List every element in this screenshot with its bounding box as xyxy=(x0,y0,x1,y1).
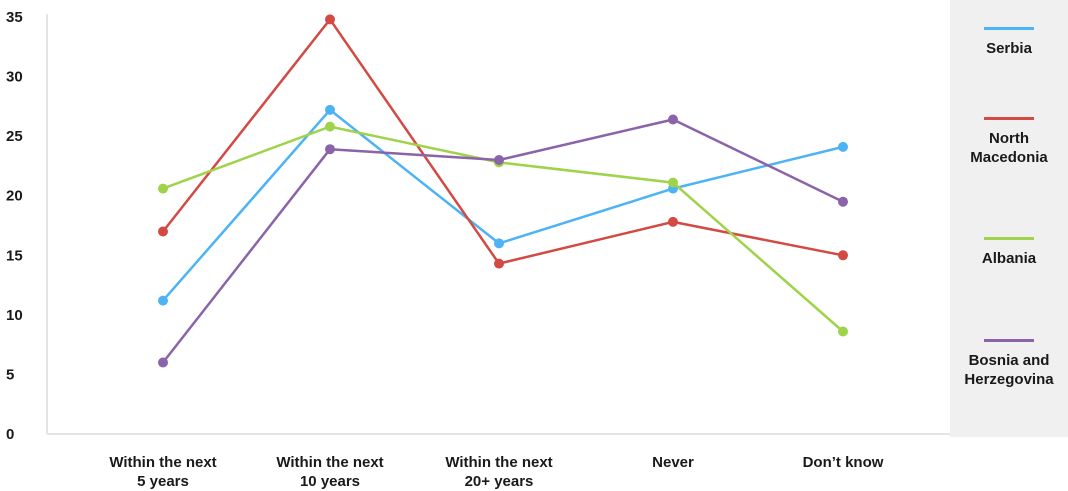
y-tick-label: 25 xyxy=(6,128,23,145)
legend-item: North Macedonia xyxy=(950,117,1068,167)
x-category-labels: Within the next 5 years Within the next 10 … xyxy=(109,454,883,490)
x-category-label: Within the next 20+ years xyxy=(445,454,552,490)
series-line xyxy=(162,18,844,265)
data-point xyxy=(158,295,168,306)
legend-item: Albania xyxy=(950,237,1068,268)
series-line xyxy=(162,108,844,302)
data-point xyxy=(838,196,848,207)
data-point xyxy=(494,155,504,165)
x-category-label: Don’t know xyxy=(803,454,884,471)
legend: Serbia North Macedonia Albania Bosnia and Her… xyxy=(950,0,1068,437)
legend-label: Macedonia xyxy=(970,149,1048,166)
y-tick-label: 5 xyxy=(6,366,14,383)
legend-swatch xyxy=(984,339,1034,342)
data-point xyxy=(494,238,504,249)
data-point xyxy=(158,226,168,237)
legend-item: Bosnia and Herzegovina xyxy=(950,339,1068,389)
data-point xyxy=(494,258,504,269)
legend-swatch xyxy=(984,237,1034,240)
data-point xyxy=(838,326,848,337)
y-tick-label: 10 xyxy=(6,307,23,324)
x-category-label: Within the next 10 years xyxy=(276,454,383,490)
data-point xyxy=(668,216,678,227)
y-tick-label: 20 xyxy=(6,188,23,205)
legend-label: Herzegovina xyxy=(964,371,1054,388)
legend-item: Serbia xyxy=(950,27,1068,58)
data-point xyxy=(325,104,335,115)
series-layer xyxy=(158,14,848,368)
data-point xyxy=(158,357,168,368)
legend-label: Serbia xyxy=(986,40,1032,57)
data-point xyxy=(838,250,848,261)
data-point xyxy=(325,14,335,25)
y-tick-label: 35 xyxy=(6,9,23,26)
series-serbia xyxy=(158,104,848,306)
data-point xyxy=(158,183,168,194)
legend-label: North xyxy=(989,130,1029,147)
legend-swatch xyxy=(984,117,1034,120)
data-point xyxy=(668,177,678,188)
y-tick-labels: 0 5 10 15 20 25 30 35 xyxy=(6,9,23,443)
legend-label: Bosnia and xyxy=(968,352,1050,369)
data-point xyxy=(325,121,335,132)
x-category-label: Within the next 5 years xyxy=(109,454,216,490)
data-point xyxy=(838,141,848,152)
legend-label: Albania xyxy=(981,250,1037,267)
x-category-label: Never xyxy=(652,454,694,471)
y-tick-label: 30 xyxy=(6,69,23,86)
series-north-macedonia xyxy=(158,14,848,269)
data-point xyxy=(325,144,335,155)
y-tick-label: 0 xyxy=(6,426,14,443)
series-bosnia-and-herzegovina xyxy=(158,114,848,368)
legend-swatch xyxy=(984,27,1034,30)
y-tick-label: 15 xyxy=(6,247,23,264)
data-point xyxy=(668,114,678,125)
